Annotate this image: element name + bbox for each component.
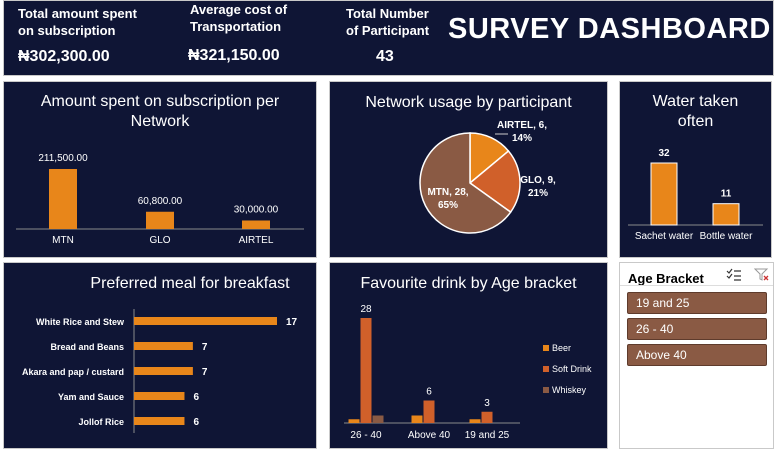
- legend-label: Beer: [552, 343, 571, 353]
- pie-label-line1: AIRTEL, 6,: [497, 120, 547, 131]
- data-label: 11: [721, 189, 732, 200]
- category-label: AIRTEL: [239, 235, 274, 246]
- category-label: MTN: [52, 235, 74, 246]
- subscription-chart: 211,500.00 MTN 60,800.00 GLO 30,000.00 AIRTEL: [16, 153, 304, 246]
- pie-slice-mtn: [419, 132, 512, 234]
- network-usage-pie: AIRTEL, 6, 14% GLO, 9, 21% MTN, 28, 65%: [419, 120, 556, 234]
- data-label: 7: [202, 367, 208, 378]
- pie-label-line2: 21%: [528, 188, 548, 199]
- slicer-title: Age Bracket: [628, 271, 704, 286]
- category-label: GLO: [149, 235, 170, 246]
- category-label: Sachet water: [635, 231, 694, 242]
- bar-meal: [134, 317, 277, 325]
- data-label: 30,000.00: [234, 204, 279, 215]
- bar-meal: [134, 367, 193, 375]
- kpi-transport-value: ₦321,150.00: [188, 47, 280, 64]
- category-label: Bread and Beans: [50, 342, 124, 352]
- legend-label: Whiskey: [552, 385, 587, 395]
- pie-label-line1: MTN, 28,: [427, 187, 468, 198]
- bar-whiskey: [372, 415, 384, 423]
- bar-soft-drink: [360, 318, 372, 423]
- clear-filter-icon[interactable]: [754, 268, 770, 282]
- data-label: 17: [286, 317, 298, 328]
- bar-water: [712, 203, 740, 226]
- data-label: 6: [193, 392, 199, 403]
- bar-soft-drink: [481, 411, 493, 423]
- drink-title: Favourite drink by Age bracket: [360, 275, 577, 292]
- bar-airtel: [242, 220, 270, 229]
- data-label: 211,500.00: [38, 153, 88, 164]
- dashboard-title: SURVEY DASHBOARD: [448, 13, 771, 45]
- kpi-total-spent-value: ₦302,300.00: [18, 48, 110, 65]
- legend-swatch: [543, 345, 549, 351]
- multi-select-icon[interactable]: [726, 268, 742, 282]
- category-label: Above 40: [408, 430, 451, 441]
- water-chart: 32 Sachet water 11 Bottle water: [628, 148, 763, 242]
- breakfast-title: Preferred meal for breakfast: [90, 275, 290, 292]
- water-title: Water taken often: [652, 93, 739, 130]
- network-usage-title: Network usage by participant: [365, 94, 572, 111]
- subscription-chart-panel: Amount spent on subscription per Network …: [3, 81, 317, 258]
- pie-label-line2: 14%: [512, 133, 532, 144]
- category-label: White Rice and Stew: [36, 317, 125, 327]
- bar-soft-drink: [423, 400, 435, 423]
- kpi-transport-label: Average cost of Transportation: [190, 2, 288, 34]
- kpi-total-spent-label: Total amount spent on subscription: [18, 6, 137, 38]
- category-label: Yam and Sauce: [58, 392, 124, 402]
- bar-mtn: [49, 169, 77, 229]
- data-label: 7: [202, 342, 208, 353]
- data-label: 3: [484, 398, 490, 409]
- breakfast-chart: 17 White Rice and Stew 7 Bread and Beans 7 Ak…: [22, 309, 298, 433]
- data-label: 6: [193, 417, 199, 428]
- drink-chart: 28 26 - 40 6 Above 40 3 19 and 25 Beer Soft Dri…: [344, 304, 592, 441]
- data-label: 6: [426, 387, 432, 398]
- data-label: 28: [360, 304, 372, 315]
- category-label: Jollof Rice: [78, 417, 124, 427]
- legend-label: Soft Drink: [552, 364, 592, 374]
- pie-label-line1: GLO, 9,: [520, 175, 556, 186]
- slicer-item-26-40[interactable]: 26 - 40: [627, 318, 767, 340]
- header-panel: Total amount spent on subscription ₦302,3…: [3, 0, 774, 76]
- bar-meal: [134, 342, 193, 350]
- bar-beer: [469, 419, 481, 423]
- drink-panel: Favourite drink by Age bracket 28 26 - 40…: [329, 262, 608, 449]
- bar-meal: [134, 417, 185, 425]
- bar-meal: [134, 392, 185, 400]
- legend-swatch: [543, 387, 549, 393]
- data-label: 32: [658, 148, 670, 159]
- bar-beer: [411, 415, 423, 423]
- subscription-chart-title: Amount spent on subscription per Network: [40, 93, 280, 130]
- legend-swatch: [543, 366, 549, 372]
- bar-glo: [146, 211, 174, 229]
- slicer-item-19-and-25[interactable]: 19 and 25: [627, 292, 767, 314]
- water-panel: Water taken often 32 Sachet water 11 Bottle …: [619, 81, 772, 258]
- network-usage-panel: Network usage by participant AIRTEL, 6, 1…: [329, 81, 608, 258]
- slicer-item-above-40[interactable]: Above 40: [627, 344, 767, 366]
- data-label: 60,800.00: [138, 196, 183, 207]
- kpi-participants-value: 43: [376, 48, 394, 65]
- pie-label-line2: 65%: [438, 200, 458, 211]
- kpi-participants-label: Total Number of Participant: [346, 6, 430, 38]
- age-bracket-slicer[interactable]: Age Bracket 19 and 25 26 - 40 Above 40: [619, 262, 774, 449]
- breakfast-panel: Preferred meal for breakfast 17 White Ric…: [3, 262, 317, 449]
- pie-slice-glo: [468, 149, 521, 214]
- bar-water: [650, 162, 678, 226]
- category-label: Akara and pap / custard: [22, 367, 124, 377]
- bar-beer: [348, 419, 360, 423]
- category-label: 26 - 40: [350, 430, 382, 441]
- category-label: Bottle water: [700, 231, 753, 242]
- category-label: 19 and 25: [465, 430, 510, 441]
